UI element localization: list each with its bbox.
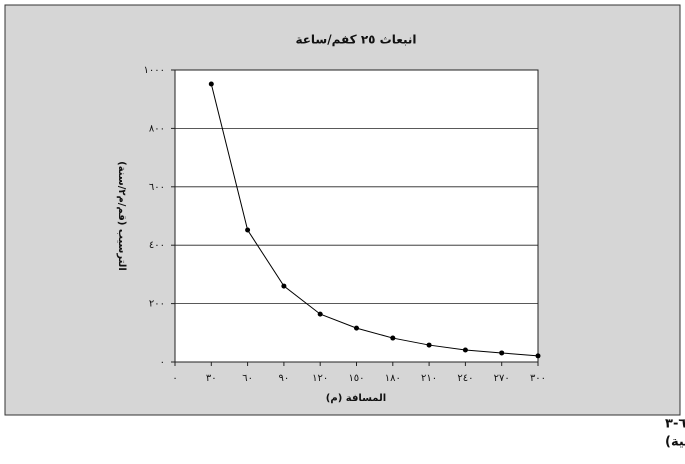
figure-number: شكل ٦-٣ bbox=[665, 417, 685, 432]
plot-area bbox=[174, 69, 539, 363]
x-tick-label: ٦٠ bbox=[242, 373, 253, 384]
data-point bbox=[535, 353, 541, 359]
x-tick-label: ٢٤٠ bbox=[457, 373, 473, 384]
figure-caption: تقدير انتشار المبيدات بالرياح (درجة انبع… bbox=[665, 435, 685, 450]
series-line bbox=[210, 83, 539, 357]
y-axis-label: الترسيب (قم/م٢/سنة) bbox=[116, 161, 127, 271]
data-point bbox=[390, 335, 396, 341]
x-tick-label: ٢٧٠ bbox=[494, 373, 510, 384]
x-tick-label: ٣٠ bbox=[206, 373, 217, 384]
x-tick-label: ١٨٠ bbox=[385, 373, 401, 384]
data-point bbox=[208, 81, 214, 87]
x-tick-label: ٠ bbox=[172, 373, 177, 384]
y-tick-label: ١٠٠٠ bbox=[144, 65, 165, 76]
y-tick-label: ٦٠٠ bbox=[149, 182, 165, 193]
y-tick-label: ٠ bbox=[160, 357, 165, 368]
data-point bbox=[317, 311, 323, 317]
x-tick-label: ٩٠ bbox=[279, 373, 290, 384]
x-axis-label: المسافة (م) bbox=[326, 393, 386, 404]
x-tick-label: ٢١٠ bbox=[421, 373, 437, 384]
data-point bbox=[354, 325, 359, 331]
x-tick-label: ١٥٠ bbox=[348, 373, 364, 384]
y-tick-label: ٤٠٠ bbox=[149, 240, 165, 251]
data-point bbox=[499, 350, 505, 356]
x-tick-label: ١٢٠ bbox=[312, 373, 328, 384]
y-tick-label: ٢٠٠ bbox=[149, 299, 165, 310]
chart-title: انبعاث ٢٥ كفم/ساعة bbox=[295, 33, 416, 47]
data-point bbox=[462, 347, 468, 353]
data-point bbox=[245, 227, 251, 233]
y-tick-label: ٨٠٠ bbox=[149, 123, 165, 134]
x-tick-label: ٣٠٠ bbox=[530, 373, 546, 384]
data-point bbox=[281, 283, 287, 289]
data-point bbox=[426, 342, 432, 348]
